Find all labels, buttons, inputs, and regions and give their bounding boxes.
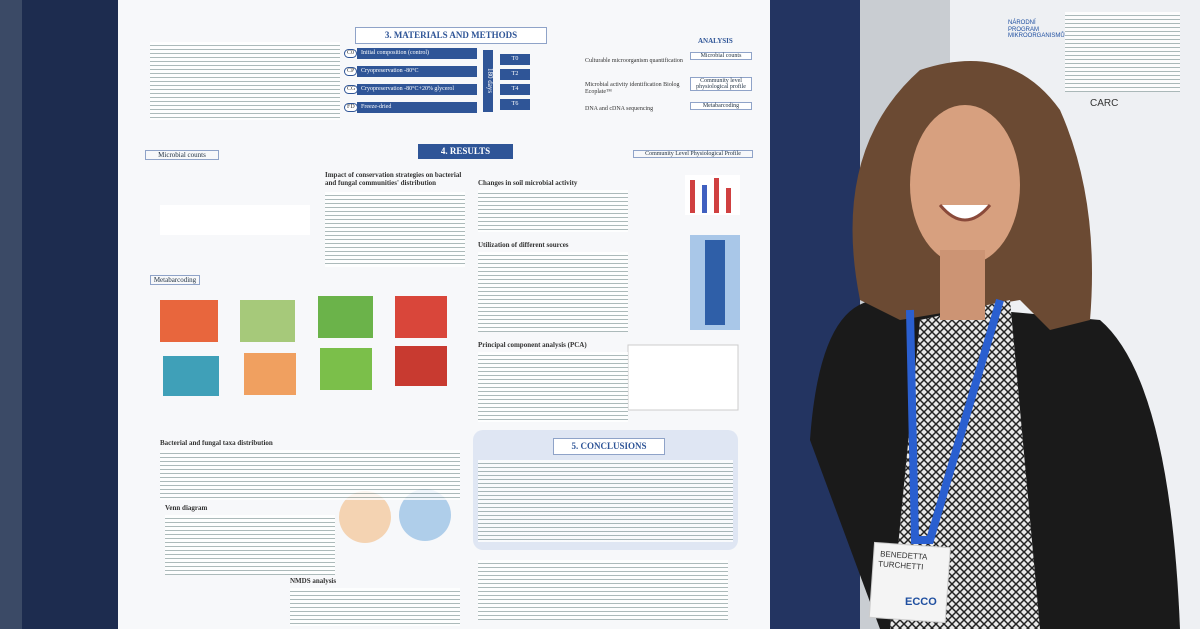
section-header: 4. RESULTS [418,144,513,159]
treatment: Cryopreservation -80°C+20% glycerol [357,84,477,95]
panel-title: Metabarcoding [150,275,200,285]
text-block [1065,12,1180,92]
carc-label: CARC [1090,98,1119,109]
text-block [478,460,733,542]
analysis-item: Microbial counts [690,52,752,60]
duration: 180 days [483,50,494,112]
text-block [290,588,460,626]
analysis-step: Microbial activity identification Biolog… [585,82,680,95]
treatment: Cryopreservation -80°C [357,66,477,77]
treatment-code: CP [344,67,358,76]
heading: Impact of conservation strategies on bac… [325,171,462,187]
treatment: Initial composition (control) [357,48,477,59]
section-header: 3. MATERIALS AND METHODS [355,27,547,44]
analysis-step: Culturable microorganism quantification [585,58,683,64]
text-block [160,450,460,500]
treatment-code: C0 [344,49,358,58]
badge-logo: ECCO [905,596,937,608]
text-block [478,190,628,232]
time-point: T2 [500,69,530,80]
frame [0,0,22,629]
text-block [325,192,465,267]
references [478,560,728,620]
panel-title: Microbial counts [145,150,219,160]
heading: Principal component analysis (PCA) [478,341,587,349]
panel-title: Community Level Physiological Profile [633,150,753,158]
treatment: Freeze-dried [357,102,477,113]
analysis-item: Community level physiological profile [690,77,752,91]
text-block [478,352,628,422]
heading: NMDS analysis [290,577,337,585]
time-point: T6 [500,99,530,110]
heading: Utilization of different sources [478,241,569,249]
time-point: T0 [500,54,530,65]
analysis-title: ANALYSIS [698,37,733,45]
person [810,61,1180,629]
text-block [150,42,340,120]
analysis-item: Metabarcoding [690,102,752,110]
heading: Changes in soil microbial activity [478,179,578,187]
heading: Bacterial and fungal taxa distribution [160,439,273,447]
analysis-step: DNA and cDNA sequencing [585,106,654,112]
text-block [478,252,628,332]
treatment-code: FD [344,103,358,112]
section-header: 5. CONCLUSIONS [553,438,665,455]
time-point: T4 [500,84,530,95]
program-name: NÁRODNÍ PROGRAM MIKROORGANISMŮ [1008,20,1065,40]
heading: Venn diagram [165,504,208,512]
text-block [165,515,335,575]
